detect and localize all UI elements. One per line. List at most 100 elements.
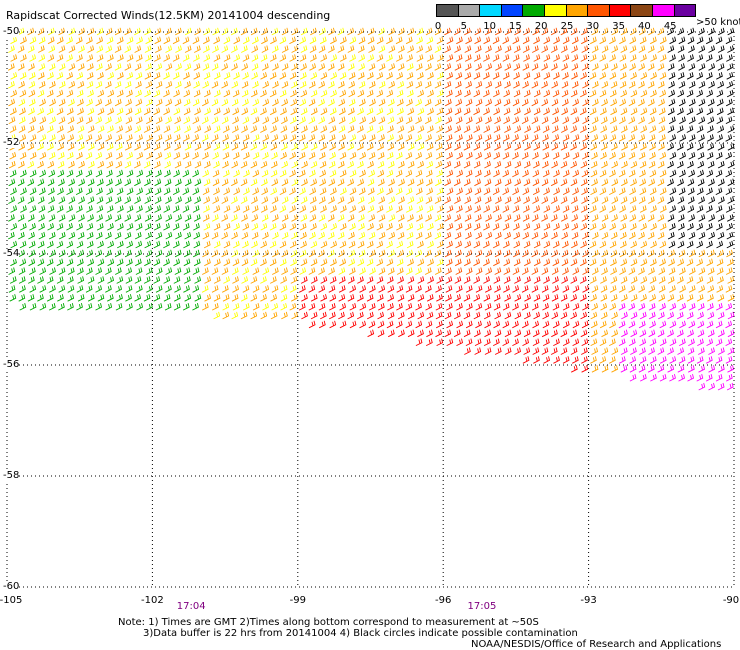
wind-barb (232, 134, 240, 142)
latitude-tick-label: -52 (3, 137, 20, 148)
wind-barb (348, 72, 356, 80)
wind-barb (251, 214, 259, 222)
wind-barb (270, 36, 277, 45)
wind-barb (280, 151, 287, 160)
wind-barb (116, 205, 124, 213)
wind-barb (192, 267, 200, 275)
wind-barb (291, 160, 299, 169)
wind-barb (434, 267, 442, 275)
wind-barb (58, 45, 66, 53)
wind-barb (727, 107, 735, 116)
wind-barb (39, 151, 47, 160)
wind-barb (444, 178, 452, 187)
wind-barb (647, 63, 655, 71)
wind-barb (320, 276, 328, 284)
wind-barb (688, 45, 695, 53)
wind-barb (550, 45, 558, 53)
wind-barb (250, 107, 258, 116)
wind-barb (591, 178, 598, 187)
wind-barb (618, 151, 626, 160)
wind-barb (600, 276, 607, 284)
wind-barb (377, 302, 385, 311)
wind-barb (164, 134, 172, 142)
wind-barb (485, 249, 493, 258)
wind-barb (483, 311, 491, 320)
wind-barb (105, 214, 113, 222)
wind-barb (154, 178, 162, 187)
wind-barb (29, 151, 37, 160)
wind-barb (620, 258, 628, 267)
wind-barb (387, 160, 395, 169)
wind-barb (677, 240, 685, 249)
wind-barb (202, 45, 210, 53)
wind-barb (269, 107, 277, 116)
wind-barb (708, 63, 716, 71)
wind-barb (233, 36, 241, 45)
wind-barb (10, 36, 18, 45)
wind-barb (78, 45, 85, 53)
wind-barb (580, 54, 588, 62)
wind-barb (241, 80, 249, 89)
wind-barb (629, 222, 637, 231)
wind-barb (531, 231, 539, 240)
wind-barb (445, 285, 453, 293)
wind-barb (628, 302, 636, 311)
wind-barb (446, 222, 454, 231)
wind-barb (56, 36, 64, 45)
wind-barb (67, 267, 75, 275)
wind-barb (233, 72, 240, 80)
wind-barb (19, 240, 27, 249)
wind-barb (211, 80, 219, 89)
wind-barb (38, 54, 46, 62)
wind-barb (561, 231, 569, 240)
wind-barb (153, 54, 161, 62)
wind-barb (193, 63, 201, 71)
wind-barb (542, 125, 550, 133)
wind-barb (581, 63, 589, 71)
wind-barb (512, 54, 520, 62)
wind-barb (521, 267, 529, 275)
wind-barb (68, 196, 76, 204)
wind-barb (378, 285, 386, 293)
wind-barb (494, 267, 502, 275)
wind-barb (135, 285, 143, 293)
wind-barb (10, 72, 18, 80)
wind-barb (698, 196, 705, 204)
wind-barb (212, 151, 220, 160)
wind-barb (85, 187, 93, 196)
wind-barb (455, 249, 462, 258)
wind-barb (240, 143, 248, 151)
wind-barb (298, 302, 306, 311)
wind-barb (707, 311, 715, 320)
wind-barb (407, 27, 415, 36)
wind-barb (327, 45, 335, 53)
wind-barb (677, 365, 685, 373)
wind-barb (630, 72, 637, 80)
wind-barb (136, 134, 143, 142)
wind-barb (357, 107, 364, 116)
wind-barb (407, 125, 415, 133)
wind-barb (163, 276, 171, 284)
wind-barb (378, 116, 386, 125)
wind-barb (86, 222, 94, 231)
wind-barb (193, 72, 201, 80)
wind-barb (357, 178, 365, 187)
wind-barb (611, 329, 619, 338)
wind-barb (56, 125, 64, 133)
wind-barb (630, 240, 638, 249)
wind-barb (669, 187, 677, 196)
wind-barb (184, 160, 192, 169)
wind-barb (600, 143, 608, 151)
wind-barb (406, 240, 414, 249)
wind-barb (444, 311, 452, 320)
wind-barb (456, 169, 464, 178)
wind-barb (66, 151, 74, 160)
wind-barb (396, 267, 404, 275)
wind-barb (504, 311, 512, 320)
wind-barb (165, 249, 173, 258)
wind-barb (56, 107, 64, 116)
wind-barb (212, 169, 220, 178)
wind-barb (677, 89, 685, 98)
wind-barb (376, 222, 384, 231)
